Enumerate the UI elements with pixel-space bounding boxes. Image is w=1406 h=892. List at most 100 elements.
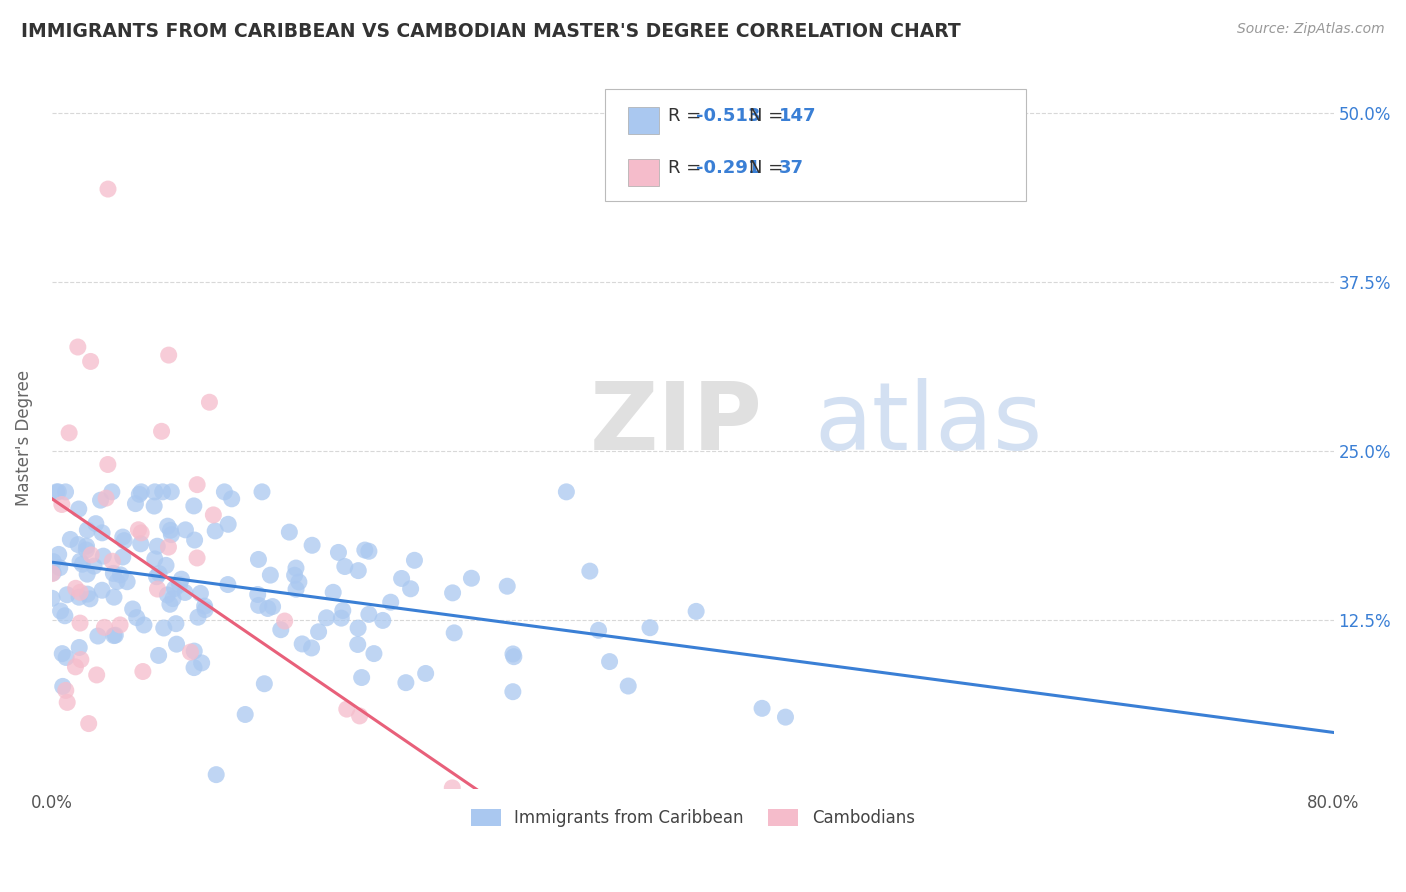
Point bbox=[51, 498, 73, 512]
Point bbox=[174, 523, 197, 537]
Text: N =: N = bbox=[749, 107, 789, 125]
Point bbox=[79, 591, 101, 606]
Y-axis label: Master's Degree: Master's Degree bbox=[15, 369, 32, 506]
Point bbox=[291, 637, 314, 651]
Point bbox=[45, 484, 67, 499]
Point bbox=[131, 484, 153, 499]
Point bbox=[128, 487, 150, 501]
Point bbox=[115, 574, 138, 589]
Point bbox=[198, 395, 221, 409]
Point bbox=[104, 628, 127, 642]
Point bbox=[159, 597, 181, 611]
Point bbox=[579, 564, 602, 578]
Point bbox=[250, 484, 273, 499]
Point bbox=[371, 614, 394, 628]
Point bbox=[496, 579, 519, 593]
Point bbox=[145, 570, 167, 584]
Point bbox=[87, 629, 110, 643]
Point bbox=[76, 567, 98, 582]
Point bbox=[103, 629, 125, 643]
Point bbox=[253, 677, 276, 691]
Point bbox=[284, 568, 307, 582]
Point bbox=[391, 572, 413, 586]
Point bbox=[67, 640, 90, 655]
Point bbox=[53, 608, 76, 623]
Point bbox=[330, 611, 353, 625]
Point bbox=[328, 545, 350, 559]
Text: atlas: atlas bbox=[814, 377, 1043, 470]
Point bbox=[775, 710, 797, 724]
Point bbox=[143, 484, 166, 499]
Point bbox=[256, 601, 278, 615]
Point bbox=[202, 508, 225, 522]
Point bbox=[638, 621, 661, 635]
Point bbox=[66, 340, 89, 354]
Text: N =: N = bbox=[749, 159, 789, 177]
Point bbox=[308, 624, 330, 639]
Point bbox=[41, 566, 63, 581]
Point bbox=[285, 582, 308, 597]
Point bbox=[129, 537, 152, 551]
Text: R =: R = bbox=[668, 107, 707, 125]
Point bbox=[156, 588, 179, 602]
Point bbox=[79, 354, 101, 368]
Point bbox=[217, 517, 239, 532]
Point bbox=[75, 543, 97, 558]
Point bbox=[160, 527, 183, 541]
Point bbox=[246, 587, 269, 601]
Point bbox=[143, 552, 166, 566]
Point bbox=[285, 561, 308, 575]
Point bbox=[55, 650, 77, 665]
Point bbox=[94, 491, 117, 505]
Point bbox=[183, 533, 205, 547]
Point bbox=[186, 551, 208, 566]
Point bbox=[288, 574, 311, 589]
Point bbox=[502, 684, 524, 698]
Point bbox=[217, 577, 239, 591]
Point bbox=[170, 572, 193, 586]
Point bbox=[183, 660, 205, 674]
Point bbox=[125, 610, 148, 624]
Point bbox=[332, 603, 354, 617]
Point bbox=[103, 566, 125, 581]
Point bbox=[415, 666, 437, 681]
Point bbox=[617, 679, 640, 693]
Point bbox=[165, 616, 187, 631]
Point bbox=[56, 588, 79, 602]
Point bbox=[322, 585, 344, 599]
Point bbox=[233, 707, 256, 722]
Point bbox=[91, 583, 114, 598]
Point bbox=[588, 624, 610, 638]
Point bbox=[357, 607, 380, 622]
Point bbox=[77, 716, 100, 731]
Point bbox=[143, 499, 166, 513]
Point bbox=[46, 484, 69, 499]
Point bbox=[751, 701, 773, 715]
Point bbox=[183, 499, 205, 513]
Point bbox=[56, 695, 79, 709]
Point bbox=[441, 780, 464, 795]
Legend: Immigrants from Caribbean, Cambodians: Immigrants from Caribbean, Cambodians bbox=[464, 802, 921, 834]
Point bbox=[162, 591, 184, 606]
Point bbox=[204, 524, 226, 538]
Point bbox=[190, 656, 212, 670]
Point bbox=[205, 767, 228, 781]
Point bbox=[89, 493, 111, 508]
Point bbox=[353, 543, 375, 558]
Point bbox=[404, 553, 426, 567]
Point bbox=[156, 519, 179, 533]
Point bbox=[67, 502, 90, 516]
Point bbox=[132, 618, 155, 632]
Point bbox=[110, 567, 132, 582]
Point bbox=[59, 533, 82, 547]
Point bbox=[83, 559, 105, 574]
Point bbox=[270, 623, 292, 637]
Point bbox=[502, 647, 524, 661]
Point bbox=[315, 611, 337, 625]
Point bbox=[179, 645, 201, 659]
Point bbox=[380, 595, 402, 609]
Point bbox=[67, 538, 90, 552]
Point bbox=[55, 683, 77, 698]
Point bbox=[80, 548, 103, 562]
Point bbox=[48, 548, 70, 562]
